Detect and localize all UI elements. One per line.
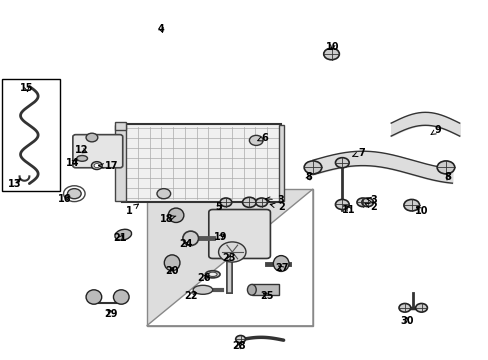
Ellipse shape [247,284,256,295]
Circle shape [361,198,373,207]
Ellipse shape [193,285,212,294]
Text: 24: 24 [179,239,192,249]
FancyBboxPatch shape [208,210,270,258]
Text: 29: 29 [104,309,118,319]
Circle shape [91,162,102,170]
Ellipse shape [183,231,198,246]
Ellipse shape [164,255,180,271]
Text: 4: 4 [158,24,164,34]
Text: 6: 6 [257,132,268,143]
Text: 3: 3 [265,195,284,205]
Circle shape [304,161,321,174]
Circle shape [157,189,170,199]
Circle shape [356,198,368,207]
Bar [278,125,283,201]
Circle shape [335,199,348,210]
Text: 13: 13 [8,179,21,189]
Text: 27: 27 [274,263,288,273]
Text: 9: 9 [430,125,440,135]
Bar [146,189,312,326]
Ellipse shape [168,208,183,222]
Text: 22: 22 [183,291,197,301]
Text: 15: 15 [20,83,34,93]
Circle shape [249,135,263,145]
Text: 2: 2 [365,202,377,212]
Circle shape [218,242,245,262]
Ellipse shape [208,272,217,276]
Bar [251,284,278,295]
Circle shape [255,198,267,207]
Circle shape [94,163,100,167]
Ellipse shape [113,290,129,304]
Text: 28: 28 [231,341,245,351]
Circle shape [323,48,339,60]
Text: 23: 23 [222,253,235,264]
Text: 30: 30 [399,316,413,326]
Text: 7: 7 [352,148,365,158]
Circle shape [242,197,256,207]
Text: 17: 17 [99,161,118,171]
Text: 5: 5 [215,202,222,212]
Circle shape [235,336,245,343]
Circle shape [415,303,427,312]
Text: 10: 10 [414,206,427,216]
Circle shape [335,158,348,168]
Circle shape [220,198,231,207]
Text: 2: 2 [270,202,284,212]
Circle shape [403,199,419,211]
Text: 21: 21 [113,233,127,243]
Text: 10: 10 [325,42,339,52]
Text: 19: 19 [214,232,227,242]
Ellipse shape [205,271,220,278]
Text: 20: 20 [165,266,179,276]
Text: 14: 14 [65,158,79,168]
Text: 12: 12 [75,145,89,156]
Circle shape [86,133,98,142]
Ellipse shape [86,290,102,304]
Text: 8: 8 [444,172,450,182]
Text: 11: 11 [342,204,355,215]
Text: 8: 8 [305,172,312,182]
Text: 26: 26 [197,273,211,283]
Text: 3: 3 [366,195,377,205]
Bar [122,124,281,202]
Bar [115,125,125,201]
Text: 16: 16 [58,194,71,204]
FancyBboxPatch shape [73,135,122,168]
Ellipse shape [115,229,131,240]
Ellipse shape [273,256,288,271]
Bar [2,79,60,191]
Text: 1: 1 [126,204,138,216]
Bar [115,122,126,130]
Text: 25: 25 [260,291,273,301]
Circle shape [67,189,81,199]
Polygon shape [146,189,312,326]
Circle shape [398,303,410,312]
Text: 18: 18 [159,214,176,224]
Ellipse shape [77,156,87,161]
Circle shape [436,161,454,174]
